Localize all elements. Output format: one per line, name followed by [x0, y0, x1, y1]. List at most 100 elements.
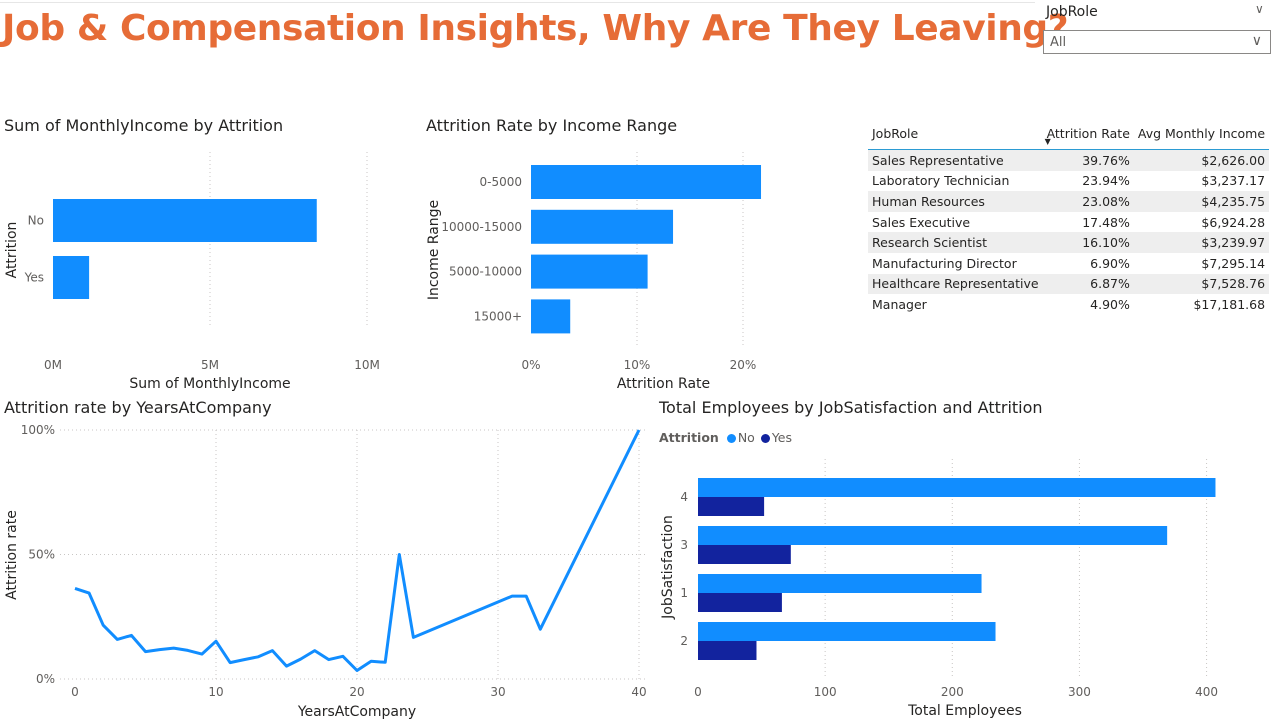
- cell-avg-income: $3,239.97: [1133, 232, 1270, 253]
- table-row[interactable]: Research Scientist 16.10% $3,239.97: [868, 232, 1270, 253]
- cell-attrition-rate: 39.76%: [1042, 149, 1134, 171]
- series-line: [74, 429, 641, 672]
- bar: [53, 199, 317, 242]
- cell-jobrole: Laboratory Technician: [872, 173, 1010, 189]
- y-axis-title: JobSatisfaction: [660, 515, 676, 620]
- chevron-down-icon[interactable]: ∨: [1251, 33, 1262, 49]
- cell-attrition-rate: 6.87%: [1042, 273, 1134, 295]
- bar-yes: [698, 593, 782, 612]
- attrition-by-years-chart: 0% 50% 100% 0 10 20 30 40 YearsAtCompany Attritio…: [4, 423, 647, 720]
- x-tick-label: 0: [71, 685, 79, 699]
- cell-jobrole: Manager: [872, 296, 927, 312]
- employees-by-jobsatisfaction-title: Total Employees by JobSatisfaction and A…: [659, 398, 1043, 417]
- x-tick-label: 10M: [354, 358, 380, 372]
- y-axis-title: Attrition: [4, 222, 20, 279]
- x-axis-title: Sum of MonthlyIncome: [129, 376, 290, 392]
- table-row[interactable]: Laboratory Technician 23.94% $3,237.17: [868, 171, 1269, 192]
- y-tick-label: 2: [680, 634, 688, 648]
- bar-yes: [698, 545, 791, 564]
- y-tick-label: 5000-10000: [449, 265, 522, 279]
- attrition-by-years-title: Attrition rate by YearsAtCompany: [4, 398, 272, 417]
- x-tick-label: 200: [941, 685, 964, 699]
- page-title: Job & Compensation Insights, Why Are The…: [2, 8, 1069, 49]
- x-tick-label: 100: [814, 685, 837, 699]
- slicer-collapse-chevron-icon[interactable]: ∨: [1255, 2, 1264, 16]
- legend-title: Attrition: [659, 430, 719, 445]
- table-row[interactable]: Manufacturing Director 6.90% $7,295.14: [868, 253, 1269, 274]
- bar-yes: [698, 497, 765, 516]
- cell-avg-income: $3,237.17: [1201, 173, 1266, 189]
- x-axis-title: Attrition Rate: [617, 376, 710, 392]
- attrition-legend: Attrition No Yes: [659, 430, 796, 445]
- employees-by-jobsatisfaction-chart: 0 100 200 300 400 4 3 1 2 Total Employees JobSatis…: [660, 459, 1218, 719]
- legend-no-swatch: [726, 434, 736, 443]
- cell-avg-income: $7,528.76: [1133, 273, 1270, 295]
- jobrole-slicer-label: JobRole: [1046, 4, 1098, 20]
- x-tick-label: 20%: [730, 358, 757, 372]
- bar: [531, 165, 762, 199]
- col-jobrole[interactable]: JobRole: [868, 117, 1043, 150]
- attrition-by-income-range-title: Attrition Rate by Income Range: [426, 116, 678, 135]
- bar-no: [698, 574, 982, 593]
- cell-attrition-rate: 6.90%: [1090, 255, 1130, 271]
- x-tick-label: 20: [349, 685, 364, 699]
- sort-descending-icon: ▼: [1044, 137, 1051, 146]
- y-tick-label: Yes: [24, 271, 44, 285]
- col-attrition-rate[interactable]: Attrition Rate ▼: [1042, 117, 1134, 150]
- x-tick-label: 10: [208, 685, 223, 699]
- table-row[interactable]: Sales Representative 39.76% $2,626.00: [868, 149, 1270, 171]
- bar-no: [698, 526, 1168, 545]
- income-by-attrition-title: Sum of MonthlyIncome by Attrition: [4, 116, 284, 135]
- cell-jobrole: Healthcare Representative: [868, 273, 1043, 295]
- attrition-by-income-range-chart: 0% 10% 20% 0-5000 10000-15000 5000-10000 15000…: [426, 152, 762, 392]
- x-axis-title: Total Employees: [907, 703, 1022, 719]
- bar: [531, 254, 648, 289]
- col-attrition-rate-label: Attrition Rate: [1046, 125, 1130, 141]
- top-divider: [0, 2, 1035, 3]
- cell-avg-income: $4,235.75: [1133, 191, 1270, 212]
- jobrole-slicer-dropdown[interactable]: All ∨: [1043, 30, 1271, 54]
- y-tick-label: 4: [680, 490, 688, 504]
- x-tick-label: 400: [1195, 685, 1218, 699]
- y-axis-title: Income Range: [426, 200, 442, 300]
- y-tick-label: 0%: [36, 672, 55, 686]
- cell-attrition-rate: 17.48%: [1082, 214, 1130, 230]
- cell-jobrole: Research Scientist: [868, 232, 1043, 253]
- income-by-attrition-chart: 0M 5M 10M No Yes Sum of MonthlyIncome Attritio…: [4, 152, 380, 392]
- cell-attrition-rate: 23.08%: [1042, 191, 1134, 212]
- y-tick-label: 0-5000: [479, 175, 522, 189]
- jobrole-slicer-value: All: [1050, 35, 1067, 50]
- x-tick-label: 0%: [521, 358, 540, 372]
- y-tick-label: 100%: [21, 423, 55, 437]
- cell-jobrole: Manufacturing Director: [872, 255, 1017, 271]
- table-row[interactable]: Sales Executive 17.48% $6,924.28: [868, 212, 1269, 233]
- x-tick-label: 30: [490, 685, 505, 699]
- x-tick-label: 300: [1068, 685, 1091, 699]
- jobrole-table: JobRole Attrition Rate ▼ Avg Monthly Inco…: [868, 117, 1270, 315]
- y-tick-label: 10000-15000: [441, 220, 522, 234]
- x-axis-title: YearsAtCompany: [297, 704, 416, 720]
- cell-jobrole: Human Resources: [868, 191, 1043, 212]
- table-header-row: JobRole Attrition Rate ▼ Avg Monthly Inco…: [868, 117, 1270, 150]
- cell-avg-income: $6,924.28: [1201, 214, 1266, 230]
- bar: [53, 256, 90, 299]
- cell-avg-income: $2,626.00: [1133, 149, 1270, 171]
- y-tick-label: 15000+: [474, 309, 522, 323]
- x-tick-label: 40: [631, 685, 646, 699]
- table-row[interactable]: Manager 4.90% $17,181.68: [868, 294, 1269, 315]
- legend-no-label[interactable]: No: [737, 430, 755, 445]
- bar-no: [698, 478, 1216, 497]
- bar-no: [698, 622, 996, 641]
- col-avg-monthly-income[interactable]: Avg Monthly Income: [1133, 117, 1270, 150]
- legend-yes-label[interactable]: Yes: [771, 430, 793, 445]
- table-row[interactable]: Healthcare Representative 6.87% $7,528.76: [868, 273, 1270, 295]
- cell-jobrole: Sales Executive: [872, 214, 971, 230]
- bar-yes: [698, 641, 757, 660]
- x-tick-label: 5M: [201, 358, 219, 372]
- table-row[interactable]: Human Resources 23.08% $4,235.75: [868, 191, 1270, 212]
- cell-attrition-rate: 23.94%: [1082, 173, 1130, 189]
- bar: [531, 299, 571, 334]
- bar: [531, 209, 674, 244]
- cell-avg-income: $17,181.68: [1193, 296, 1266, 312]
- cell-avg-income: $7,295.14: [1201, 255, 1266, 271]
